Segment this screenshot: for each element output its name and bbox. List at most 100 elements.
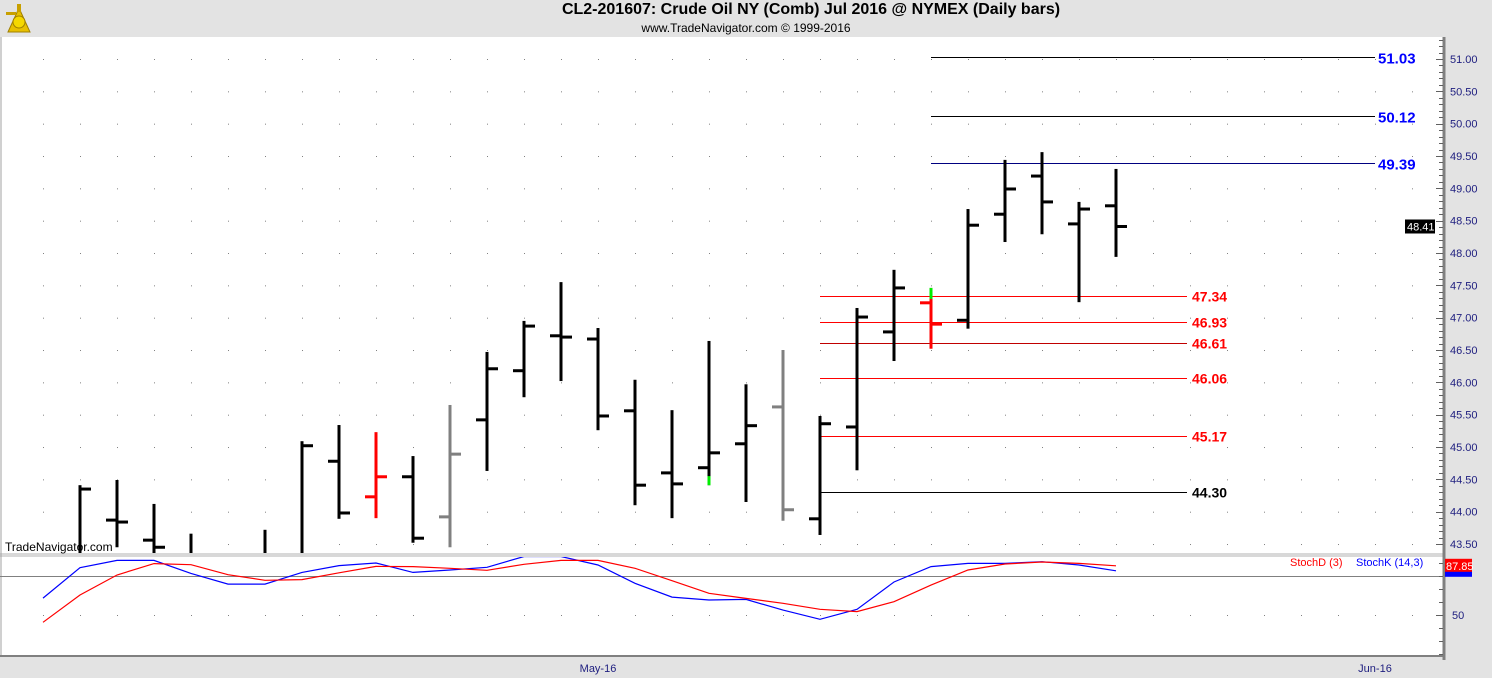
grid-dot: [894, 253, 895, 255]
bar-close-tick: [895, 286, 905, 290]
grid-dot: [783, 285, 784, 287]
grid-dot: [524, 285, 525, 287]
grid-dot: [376, 414, 377, 416]
grid-dot: [1153, 59, 1154, 60]
grid-dot: [1264, 414, 1265, 416]
grid-dot: [1005, 350, 1006, 352]
grid-dot: [1116, 479, 1117, 481]
grid-dot: [117, 447, 118, 449]
grid-dot: [672, 544, 673, 546]
grid-dot: [487, 156, 488, 158]
grid-dot: [265, 479, 266, 481]
grid-dot: [1153, 615, 1154, 616]
grid-dot: [191, 447, 192, 449]
grid-dot: [43, 350, 44, 352]
grid-dot: [413, 123, 414, 125]
grid-dot: [1301, 220, 1302, 222]
grid-dot: [1153, 123, 1154, 125]
grid-dot: [117, 123, 118, 125]
grid-dot: [339, 350, 340, 352]
grid-dot: [746, 382, 747, 384]
grid-dot: [413, 156, 414, 158]
grid-dot: [857, 285, 858, 287]
grid-dot: [80, 59, 81, 60]
grid-dot: [376, 350, 377, 352]
bar-open-tick: [772, 405, 782, 409]
grid-dot: [487, 59, 488, 60]
ohlc-bar: [550, 282, 572, 382]
grid-dot: [1412, 544, 1413, 546]
grid-dot: [376, 615, 377, 616]
ohlc-bar: [439, 404, 461, 548]
grid-dot: [709, 156, 710, 158]
grid-dot: [709, 615, 710, 616]
grid-dot: [561, 59, 562, 60]
bar-range: [855, 307, 859, 471]
grid-dot: [191, 91, 192, 93]
grid-dot: [1079, 156, 1080, 158]
grid-dot: [894, 447, 895, 449]
grid-dot: [413, 414, 414, 416]
grid-dot: [635, 615, 636, 616]
grid-dot: [1301, 615, 1302, 616]
grid-dot: [561, 220, 562, 222]
grid-dot: [709, 220, 710, 222]
grid-dot: [302, 91, 303, 93]
grid-dot: [1005, 511, 1006, 513]
bar-open-tick: [402, 475, 412, 479]
grid-dot: [228, 511, 229, 513]
grid-dot: [746, 544, 747, 546]
grid-dot: [154, 447, 155, 449]
grid-dot: [1190, 188, 1191, 190]
grid-dot: [228, 414, 229, 416]
bar-open-tick: [550, 334, 560, 338]
price-pane: [0, 37, 1443, 553]
grid-dot: [1375, 317, 1376, 319]
grid-dot: [1338, 156, 1339, 158]
grid-dot: [524, 479, 525, 481]
grid-dot: [1338, 59, 1339, 60]
grid-dot: [894, 414, 895, 416]
grid-dot: [524, 220, 525, 222]
grid-dot: [265, 59, 266, 60]
bar-close-tick: [1006, 187, 1016, 191]
grid-dot: [154, 253, 155, 255]
grid-dot: [117, 188, 118, 190]
bar-highlight: [929, 287, 933, 299]
grid-dot: [1079, 123, 1080, 125]
bar-close-tick: [1043, 200, 1053, 204]
bar-close-tick: [1117, 224, 1127, 228]
grid-dot: [931, 615, 932, 616]
price-bars: [78, 152, 1127, 553]
grid-dot: [413, 188, 414, 190]
grid-dot: [1116, 382, 1117, 384]
bar-open-tick: [735, 442, 745, 446]
grid-dot: [1375, 253, 1376, 255]
grid-dot: [376, 156, 377, 158]
grid-dot: [1190, 156, 1191, 158]
grid-dot: [339, 156, 340, 158]
grid-dot: [1338, 615, 1339, 616]
grid-dot: [783, 253, 784, 255]
grid-dot: [1227, 511, 1228, 513]
grid-dot: [1005, 91, 1006, 93]
grid-dot: [1375, 59, 1376, 60]
bar-range: [522, 320, 526, 398]
bar-range: [1077, 201, 1081, 303]
grid-dot: [857, 479, 858, 481]
grid-dot: [968, 188, 969, 190]
grid-dot: [672, 350, 673, 352]
grid-dot: [265, 123, 266, 125]
grid-dot: [1079, 447, 1080, 449]
grid-dot: [635, 220, 636, 222]
grid-dot: [43, 447, 44, 449]
bar-open-tick: [513, 369, 523, 373]
grid-dot: [1005, 447, 1006, 449]
grid-dot: [1005, 156, 1006, 158]
grid-dot: [339, 253, 340, 255]
grid-dot: [746, 615, 747, 616]
grid-dot: [1116, 350, 1117, 352]
grid-dot: [1338, 123, 1339, 125]
grid-dot: [413, 253, 414, 255]
grid-dot: [857, 59, 858, 60]
